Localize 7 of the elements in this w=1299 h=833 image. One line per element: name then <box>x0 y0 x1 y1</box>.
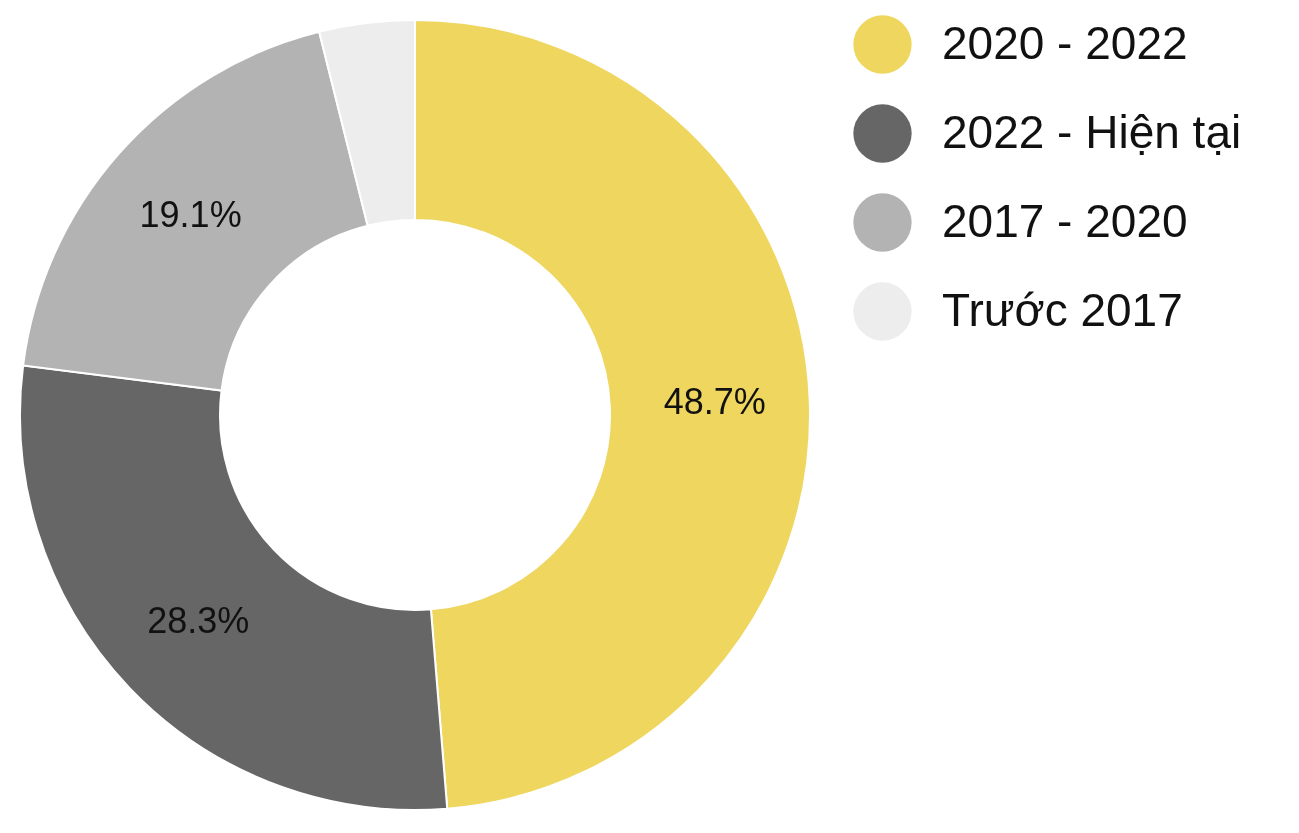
legend-label: Trước 2017 <box>942 283 1183 336</box>
legend-label: 2017 - 2020 <box>942 194 1188 247</box>
data-label: 28.3% <box>147 600 250 642</box>
legend-label: 2020 - 2022 <box>942 16 1188 69</box>
legend-label: 2022 - Hiện tại <box>942 105 1242 158</box>
data-label: 19.1% <box>139 193 242 235</box>
data-label: 48.7% <box>663 380 766 422</box>
